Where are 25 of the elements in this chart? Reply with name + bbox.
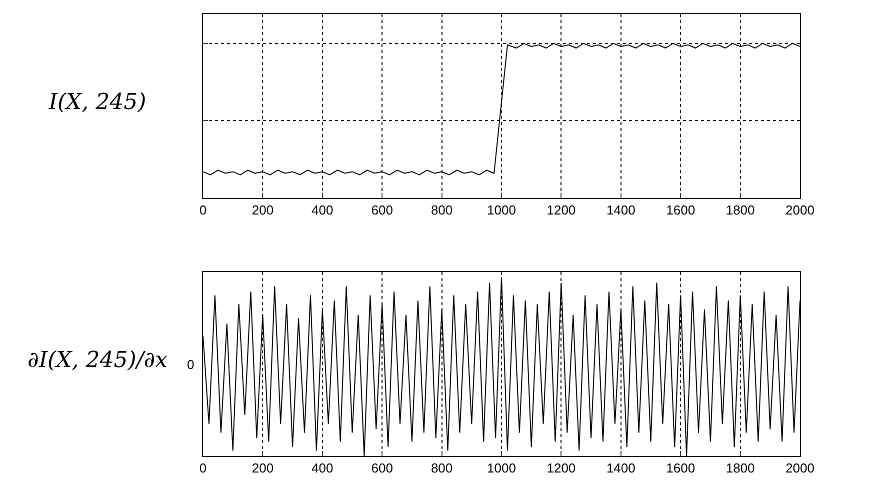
x-tick-label: 800: [430, 202, 453, 218]
x-tick-label: 1600: [666, 202, 696, 218]
x-tick-label: 0: [199, 460, 207, 476]
x-tick-label: 2000: [786, 202, 814, 218]
y-axis-title: I(X, 245): [48, 90, 148, 115]
x-tick-label: 1800: [726, 202, 755, 218]
x-tick-label: 1200: [546, 460, 576, 476]
x-tick-label: 0: [199, 202, 207, 218]
x-tick-label: 1200: [546, 202, 576, 218]
x-tick-label: 2000: [786, 460, 814, 476]
x-tick-label: 400: [312, 460, 334, 476]
y-axis-title: ∂I(X, 245)/∂x: [27, 348, 168, 373]
x-tick-label: 1600: [666, 460, 696, 476]
x-tick-label: 600: [371, 460, 393, 476]
x-tick-label: 200: [252, 460, 274, 476]
x-tick-label: 1400: [606, 202, 636, 218]
x-tick-label: 400: [312, 202, 334, 218]
x-tick-label: 1000: [487, 202, 516, 218]
x-tick-label: 1400: [606, 460, 636, 476]
text: 0: [187, 357, 194, 372]
x-tick-label: 200: [252, 202, 274, 218]
x-tick-label: 1800: [726, 460, 755, 476]
x-tick-label: 800: [430, 460, 453, 476]
x-tick-label: 1000: [487, 460, 516, 476]
x-tick-label: 600: [371, 202, 393, 218]
